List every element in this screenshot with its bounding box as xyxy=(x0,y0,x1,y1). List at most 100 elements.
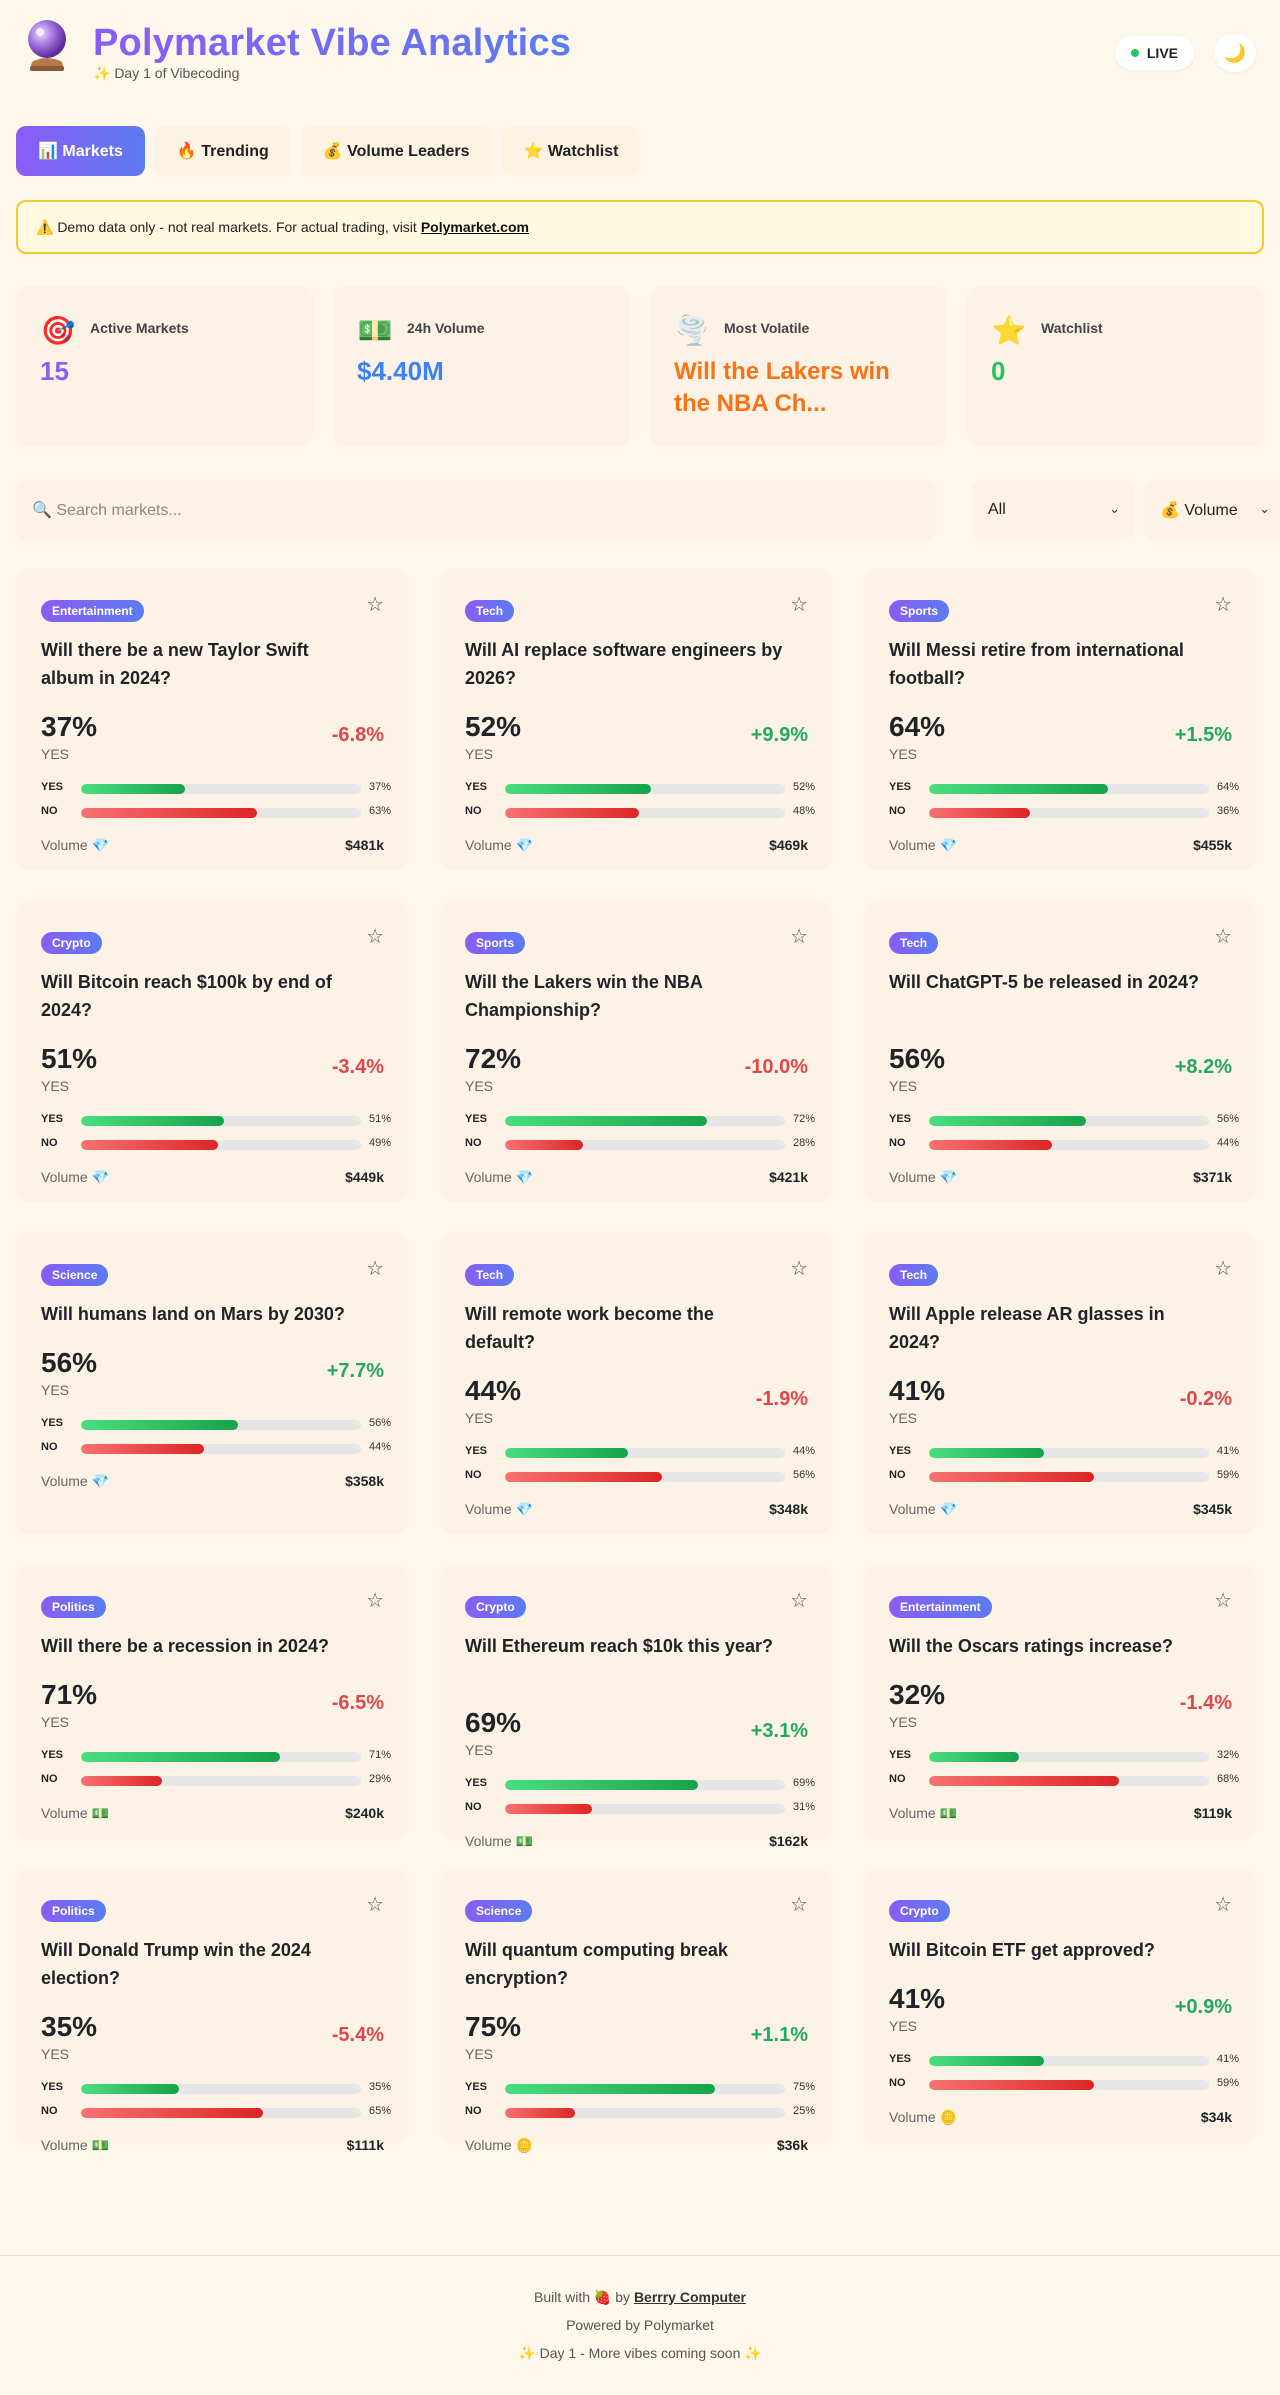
yes-bar-row: YES 37% xyxy=(41,781,391,795)
star-watch-icon[interactable]: ☆ xyxy=(790,1894,808,1916)
app-title: Polymarket Vibe Analytics xyxy=(93,22,572,64)
category-badge: Sports xyxy=(465,932,526,954)
market-card[interactable]: Politics ☆ Will there be a recession in 20… xyxy=(16,1564,408,1840)
bar-label: NO xyxy=(41,2105,58,2117)
star-watch-icon[interactable]: ☆ xyxy=(366,1258,384,1280)
bar-label: YES xyxy=(465,2081,488,2093)
star-watch-icon[interactable]: ☆ xyxy=(790,926,808,948)
market-card[interactable]: Tech ☆ Will remote work become the default… xyxy=(440,1232,832,1534)
nav-tabs: 📊 Markets 🔥 Trending 💰 Volume Leaders ⭐ … xyxy=(16,126,641,176)
market-card[interactable]: Science ☆ Will humans land on Mars by 2030… xyxy=(16,1232,408,1534)
price-change: +9.9% xyxy=(750,724,808,746)
yes-word: YES xyxy=(465,2046,494,2062)
star-watch-icon[interactable]: ☆ xyxy=(366,1590,384,1612)
bar-value: 44% xyxy=(792,1445,815,1457)
tab-trending[interactable]: 🔥 Trending xyxy=(154,126,291,176)
no-bar-fill xyxy=(81,1776,163,1786)
volume-value: $421k xyxy=(769,1169,808,1185)
market-card[interactable]: Politics ☆ Will Donald Trump win the 2024 … xyxy=(16,1868,408,2153)
category-select[interactable]: All ⌄ xyxy=(972,480,1134,540)
footer-built-line: Built with 🍓 by Berrry Computer xyxy=(0,2283,1280,2311)
yes-bar-fill xyxy=(505,784,651,794)
star-watch-icon[interactable]: ☆ xyxy=(1214,1894,1232,1916)
bar-value: 44% xyxy=(1216,1137,1239,1149)
star-watch-icon[interactable]: ☆ xyxy=(790,1258,808,1280)
no-bar-row: NO 59% xyxy=(889,1469,1239,1483)
market-card[interactable]: Tech ☆ Will ChatGPT-5 be released in 2024?… xyxy=(864,900,1256,1202)
star-watch-icon[interactable]: ☆ xyxy=(366,594,384,616)
category-badge: Tech xyxy=(889,932,939,954)
market-card[interactable]: Sports ☆ Will Messi retire from internatio… xyxy=(864,568,1256,870)
category-badge: Entertainment xyxy=(41,600,144,622)
no-bar-fill xyxy=(505,808,640,818)
market-question: Will there be a new Taylor Swift album i… xyxy=(41,640,309,688)
no-bar-row: NO 25% xyxy=(465,2105,815,2119)
yes-bar-fill xyxy=(505,1448,629,1458)
volume-value: $111k xyxy=(346,2137,384,2153)
yes-bar-row: YES 51% xyxy=(41,1113,391,1127)
market-card[interactable]: Crypto ☆ Will Bitcoin reach $100k by end o… xyxy=(16,900,408,1202)
category-badge: Tech xyxy=(889,1264,939,1286)
stat-label: Watchlist xyxy=(1041,320,1103,336)
market-card[interactable]: Tech ☆ Will AI replace software engineers … xyxy=(440,568,832,870)
tab-volume-leaders[interactable]: 💰 Volume Leaders xyxy=(300,126,492,176)
yes-word: YES xyxy=(465,1410,494,1426)
star-watch-icon[interactable]: ☆ xyxy=(790,1590,808,1612)
market-card[interactable]: Tech ☆ Will Apple release AR glasses in 20… xyxy=(864,1232,1256,1534)
star-watch-icon[interactable]: ☆ xyxy=(1214,1590,1232,1612)
star-watch-icon[interactable]: ☆ xyxy=(366,1894,384,1916)
footer-divider xyxy=(0,2255,1280,2256)
bar-value: 32% xyxy=(1216,1749,1239,1761)
star-watch-icon[interactable]: ☆ xyxy=(1214,1258,1232,1280)
yes-bar-row: YES 41% xyxy=(889,1445,1239,1459)
tab-watchlist[interactable]: ⭐ Watchlist xyxy=(501,126,641,176)
star-icon: ⭐ xyxy=(991,314,1027,346)
yes-percent: 32% xyxy=(889,1679,946,1710)
price-change: +1.1% xyxy=(750,2024,808,2046)
category-badge: Crypto xyxy=(889,1900,950,1922)
stat-24h-volume: 💵 24h Volume $4.40M xyxy=(333,286,630,446)
yes-word: YES xyxy=(465,1078,494,1094)
yes-word: YES xyxy=(889,1410,918,1426)
yes-percent: 56% xyxy=(41,1347,98,1378)
star-watch-icon[interactable]: ☆ xyxy=(1214,594,1232,616)
market-card[interactable]: Entertainment ☆ Will the Oscars ratings in… xyxy=(864,1564,1256,1840)
no-bar-fill xyxy=(929,1140,1053,1150)
market-card[interactable]: Sports ☆ Will the Lakers win the NBA Champ… xyxy=(440,900,832,1202)
bar-label: NO xyxy=(41,805,58,817)
yes-bar-track xyxy=(505,1116,785,1126)
sort-select[interactable]: 💰 Volume ⌄ xyxy=(1144,480,1280,540)
category-badge: Crypto xyxy=(41,932,102,954)
star-watch-icon[interactable]: ☆ xyxy=(790,594,808,616)
star-watch-icon[interactable]: ☆ xyxy=(366,926,384,948)
moon-icon: 🌙 xyxy=(1223,42,1247,63)
bar-value: 64% xyxy=(1216,781,1239,793)
tab-markets[interactable]: 📊 Markets xyxy=(16,126,145,176)
search-input[interactable]: 🔍 Search markets... xyxy=(16,480,936,540)
market-card[interactable]: Crypto ☆ Will Bitcoin ETF get approved? 41%… xyxy=(864,1868,1256,2144)
volume-label: Volume 🪙 xyxy=(465,2137,534,2153)
yes-bar-fill xyxy=(505,2084,715,2094)
market-card[interactable]: Crypto ☆ Will Ethereum reach $10k this yea… xyxy=(440,1564,832,1849)
footer-tagline: ✨ Day 1 - More vibes coming soon ✨ xyxy=(518,2345,762,2361)
yes-bar-row: YES 72% xyxy=(465,1113,815,1127)
star-watch-icon[interactable]: ☆ xyxy=(1214,926,1232,948)
polymarket-link[interactable]: Polymarket.com xyxy=(420,219,529,235)
bar-value: 49% xyxy=(368,1137,391,1149)
bar-label: NO xyxy=(41,1137,58,1149)
no-bar-track xyxy=(929,1472,1209,1482)
berrry-link[interactable]: Berrry Computer xyxy=(633,2289,746,2305)
bar-label: NO xyxy=(465,2105,482,2117)
stat-label: 24h Volume xyxy=(407,320,485,336)
market-card[interactable]: Entertainment ☆ Will there be a new Taylor… xyxy=(16,568,408,870)
bar-label: YES xyxy=(889,2053,912,2065)
theme-toggle-button[interactable]: 🌙 xyxy=(1214,34,1256,72)
volume-value: $345k xyxy=(1193,1501,1232,1517)
market-card[interactable]: Science ☆ Will quantum computing break enc… xyxy=(440,1868,832,2153)
bar-label: YES xyxy=(889,1749,912,1761)
bar-value: 52% xyxy=(792,781,815,793)
tornado-icon: 🌪️ xyxy=(674,314,710,346)
market-question: Will the Oscars ratings increase? xyxy=(889,1636,1173,1656)
volume-value: $36k xyxy=(776,2137,808,2153)
yes-percent: 35% xyxy=(41,2011,98,2042)
